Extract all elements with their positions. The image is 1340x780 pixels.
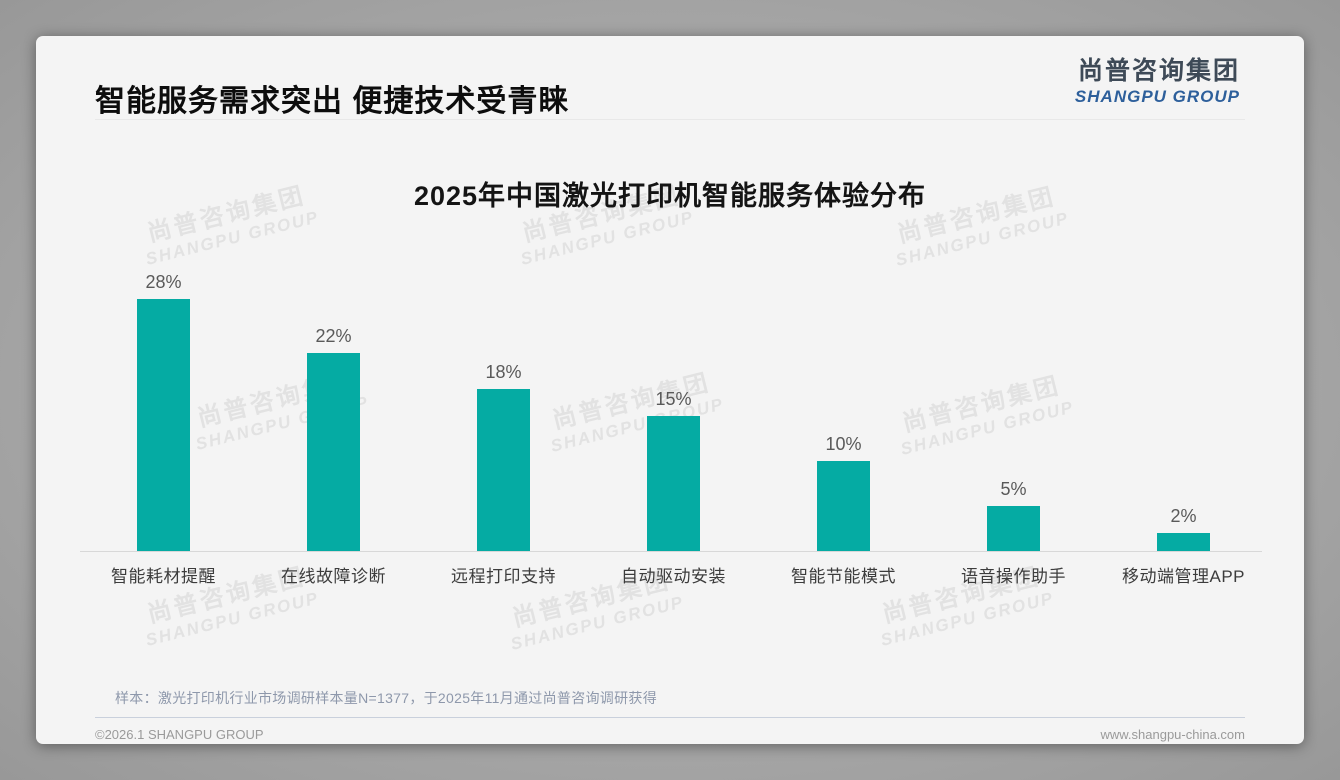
bar-value-label: 5% <box>1000 479 1027 499</box>
watermark-line2: SHANGPU GROUP <box>508 591 687 654</box>
bar: 28% 智能耗材提醒 <box>111 272 216 586</box>
bar-category-label: 移动端管理APP <box>1121 567 1246 586</box>
bar-value-label: 2% <box>1170 506 1197 526</box>
company-logo: 尚普咨询集团 SHANGPU GROUP <box>1074 57 1240 106</box>
logo-chinese-name: 尚普咨询集团 <box>1077 57 1240 85</box>
copyright-text: ©2026.1 SHANGPU GROUP <box>95 727 264 742</box>
plot-area: 28% 智能耗材提醒 22% 在线故障诊断 18% 远程打印支持 15% 自动驱动安装 10% 智… <box>80 216 1262 586</box>
bar-value-label: 18% <box>485 362 522 382</box>
page-title: 智能服务需求突出 便捷技术受青睐 <box>95 85 570 118</box>
bar: 5% 语音操作助手 <box>961 479 1066 586</box>
bar-category-label: 在线故障诊断 <box>281 567 386 586</box>
bar-value-label: 15% <box>655 389 692 409</box>
bar-category-label: 远程打印支持 <box>451 567 556 586</box>
slide-card: 尚普咨询集团 SHANGPU GROUP 尚普咨询集团 SHANGPU GROU… <box>36 36 1304 744</box>
bar: 2% 移动端管理APP <box>1122 506 1245 586</box>
bar: 15% 自动驱动安装 <box>621 389 726 586</box>
logo-english-name: SHANGPU GROUP <box>1074 86 1240 106</box>
footer-divider <box>95 717 1245 718</box>
chart-title: 2025年中国激光打印机智能服务体验分布 <box>413 181 927 211</box>
bar-value-label: 10% <box>825 434 862 454</box>
bar-value-label: 28% <box>145 272 182 292</box>
bar-category-label: 智能节能模式 <box>791 567 896 586</box>
bar: 22% 在线故障诊断 <box>281 326 386 586</box>
bar: 10% 智能节能模式 <box>791 434 896 586</box>
bar: 18% 远程打印支持 <box>451 362 556 586</box>
bar-category-label: 自动驱动安装 <box>621 567 726 586</box>
title-divider <box>95 119 1245 120</box>
bar-category-label: 智能耗材提醒 <box>111 567 216 586</box>
website-url: www.shangpu-china.com <box>1100 727 1245 742</box>
bar-category-label: 语音操作助手 <box>961 567 1066 586</box>
bar-value-label: 22% <box>315 326 352 346</box>
watermark-line2: SHANGPU GROUP <box>878 587 1057 650</box>
sample-footnote: 样本：激光打印机行业市场调研样本量N=1377，于2025年11月通过尚普咨询调… <box>115 690 658 706</box>
watermark-line2: SHANGPU GROUP <box>143 587 322 650</box>
